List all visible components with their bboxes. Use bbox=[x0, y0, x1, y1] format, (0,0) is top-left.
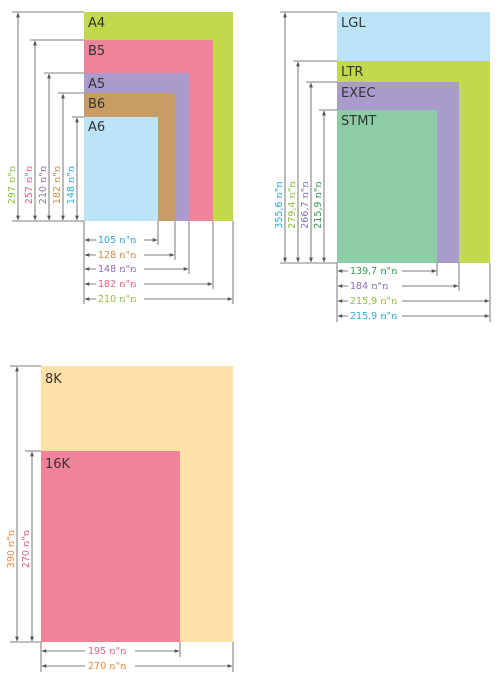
paper-a6 bbox=[84, 117, 158, 221]
dim-value-8k-w: 270 bbox=[88, 661, 106, 672]
dim-unit: מ"מ bbox=[380, 266, 397, 277]
paper-label-a6: A6 bbox=[88, 120, 105, 135]
dim-unit: מ"מ bbox=[313, 181, 324, 198]
dim-label-a5-width: מ"מ 148 bbox=[98, 264, 136, 275]
dim-label-stmt-height: 215,9 מ"מ bbox=[313, 181, 324, 229]
us-group: LGL LTR EXEC STMT 355,6 מ"מ 279,4 מ"מ 26… bbox=[274, 11, 491, 322]
dim-label-8k-height: 390 מ"מ bbox=[6, 530, 17, 568]
dim-value-a4-w: 210 bbox=[98, 294, 116, 305]
dim-value-a4-h: 297 bbox=[7, 186, 18, 204]
dim-value-a6-h: 148 bbox=[66, 186, 77, 204]
dim-value-lgl-h: 355,6 bbox=[274, 202, 285, 229]
dim-value-lgl-w: 215,9 bbox=[350, 311, 377, 322]
dim-unit: מ"מ bbox=[287, 181, 298, 198]
dim-unit: מ"מ bbox=[119, 294, 136, 305]
dim-unit: מ"מ bbox=[380, 311, 397, 322]
dim-label-8k-width: מ"מ 270 bbox=[88, 661, 126, 672]
dim-unit: מ"מ bbox=[380, 296, 397, 307]
dim-unit: מ"מ bbox=[119, 264, 136, 275]
paper-label-lgl: LGL bbox=[341, 16, 366, 31]
paper-label-a5: A5 bbox=[88, 77, 105, 92]
dim-label-a6-width: מ"מ 105 bbox=[98, 235, 136, 246]
dim-label-b5-width: מ"מ 182 bbox=[98, 279, 136, 290]
dim-value-stmt-h: 215,9 bbox=[313, 202, 324, 229]
dim-label-lgl-height: 355,6 מ"מ bbox=[274, 181, 285, 229]
paper-label-stmt: STMT bbox=[341, 114, 376, 129]
dim-value-b5-h: 257 bbox=[24, 186, 35, 204]
dim-value-ltr-h: 279,4 bbox=[287, 202, 298, 229]
dim-unit: מ"מ bbox=[52, 166, 63, 183]
dim-label-a5-height: 210 מ"מ bbox=[38, 166, 49, 204]
dim-unit: מ"מ bbox=[119, 235, 136, 246]
dim-unit: מ"מ bbox=[109, 661, 126, 672]
dim-value-stmt-w: 139,7 bbox=[350, 266, 377, 277]
dim-value-16k-h: 270 bbox=[21, 550, 32, 568]
dim-value-b6-h: 182 bbox=[52, 186, 63, 204]
dim-value-b6-w: 128 bbox=[98, 250, 116, 261]
dim-value-a5-h: 210 bbox=[38, 186, 49, 204]
iso-group: A4 B5 A5 B6 A6 297 מ"מ 257 מ"מ 210 מ"מ 1… bbox=[7, 11, 234, 305]
dim-label-b5-height: 257 מ"מ bbox=[24, 166, 35, 204]
dim-label-a6-height: 148 מ"מ bbox=[66, 166, 77, 204]
dim-unit: מ"מ bbox=[6, 530, 17, 547]
dim-unit: מ"מ bbox=[119, 250, 136, 261]
paper-label-a4: A4 bbox=[88, 16, 105, 31]
paper-stmt bbox=[337, 110, 437, 263]
dim-unit: מ"מ bbox=[300, 181, 311, 198]
dim-label-a4-width: מ"מ 210 bbox=[98, 294, 136, 305]
dim-value-a6-w: 105 bbox=[98, 235, 116, 246]
dim-unit: מ"מ bbox=[119, 279, 136, 290]
dim-label-ltr-height: 279,4 מ"מ bbox=[287, 181, 298, 229]
dim-label-16k-width: מ"מ 195 bbox=[88, 646, 126, 657]
dim-unit: מ"מ bbox=[109, 646, 126, 657]
paper-label-b5: B5 bbox=[88, 44, 105, 59]
paper-label-exec: EXEC bbox=[341, 86, 375, 101]
dim-value-b5-w: 182 bbox=[98, 279, 116, 290]
dim-unit: מ"מ bbox=[66, 166, 77, 183]
dim-unit: מ"מ bbox=[38, 166, 49, 183]
dim-label-a4-height: 297 מ"מ bbox=[7, 166, 18, 204]
dim-label-exec-height: 266,7 מ"מ bbox=[300, 181, 311, 229]
paper-label-b6: B6 bbox=[88, 97, 105, 112]
paper-label-ltr: LTR bbox=[341, 65, 363, 80]
dim-label-b6-height: 182 מ"מ bbox=[52, 166, 63, 204]
dim-unit: מ"מ bbox=[7, 166, 18, 183]
dim-label-b6-width: מ"מ 128 bbox=[98, 250, 136, 261]
dim-unit: מ"מ bbox=[24, 166, 35, 183]
paper-label-8k: 8K bbox=[45, 372, 62, 387]
dim-label-exec-width: מ"מ 184 bbox=[350, 281, 388, 292]
dim-value-exec-w: 184 bbox=[350, 281, 368, 292]
dim-label-ltr-width: מ"מ 215,9 bbox=[350, 296, 398, 307]
dim-unit: מ"מ bbox=[274, 181, 285, 198]
dim-value-16k-w: 195 bbox=[88, 646, 106, 657]
dim-label-stmt-width: מ"מ 139,7 bbox=[350, 266, 398, 277]
dim-label-lgl-width: מ"מ 215,9 bbox=[350, 311, 398, 322]
dim-label-16k-height: 270 מ"מ bbox=[21, 530, 32, 568]
dim-unit: מ"מ bbox=[21, 530, 32, 547]
paper-16k bbox=[41, 451, 180, 642]
dim-value-exec-h: 266,7 bbox=[300, 202, 311, 229]
k-group: 8K 16K 390 מ"מ 270 מ"מ מ"מ 195 מ"מ 270 bbox=[6, 365, 234, 672]
dim-value-a5-w: 148 bbox=[98, 264, 116, 275]
dim-unit: מ"מ bbox=[371, 281, 388, 292]
dim-value-ltr-w: 215,9 bbox=[350, 296, 377, 307]
dim-value-8k-h: 390 bbox=[6, 550, 17, 568]
paper-label-16k: 16K bbox=[45, 457, 71, 472]
